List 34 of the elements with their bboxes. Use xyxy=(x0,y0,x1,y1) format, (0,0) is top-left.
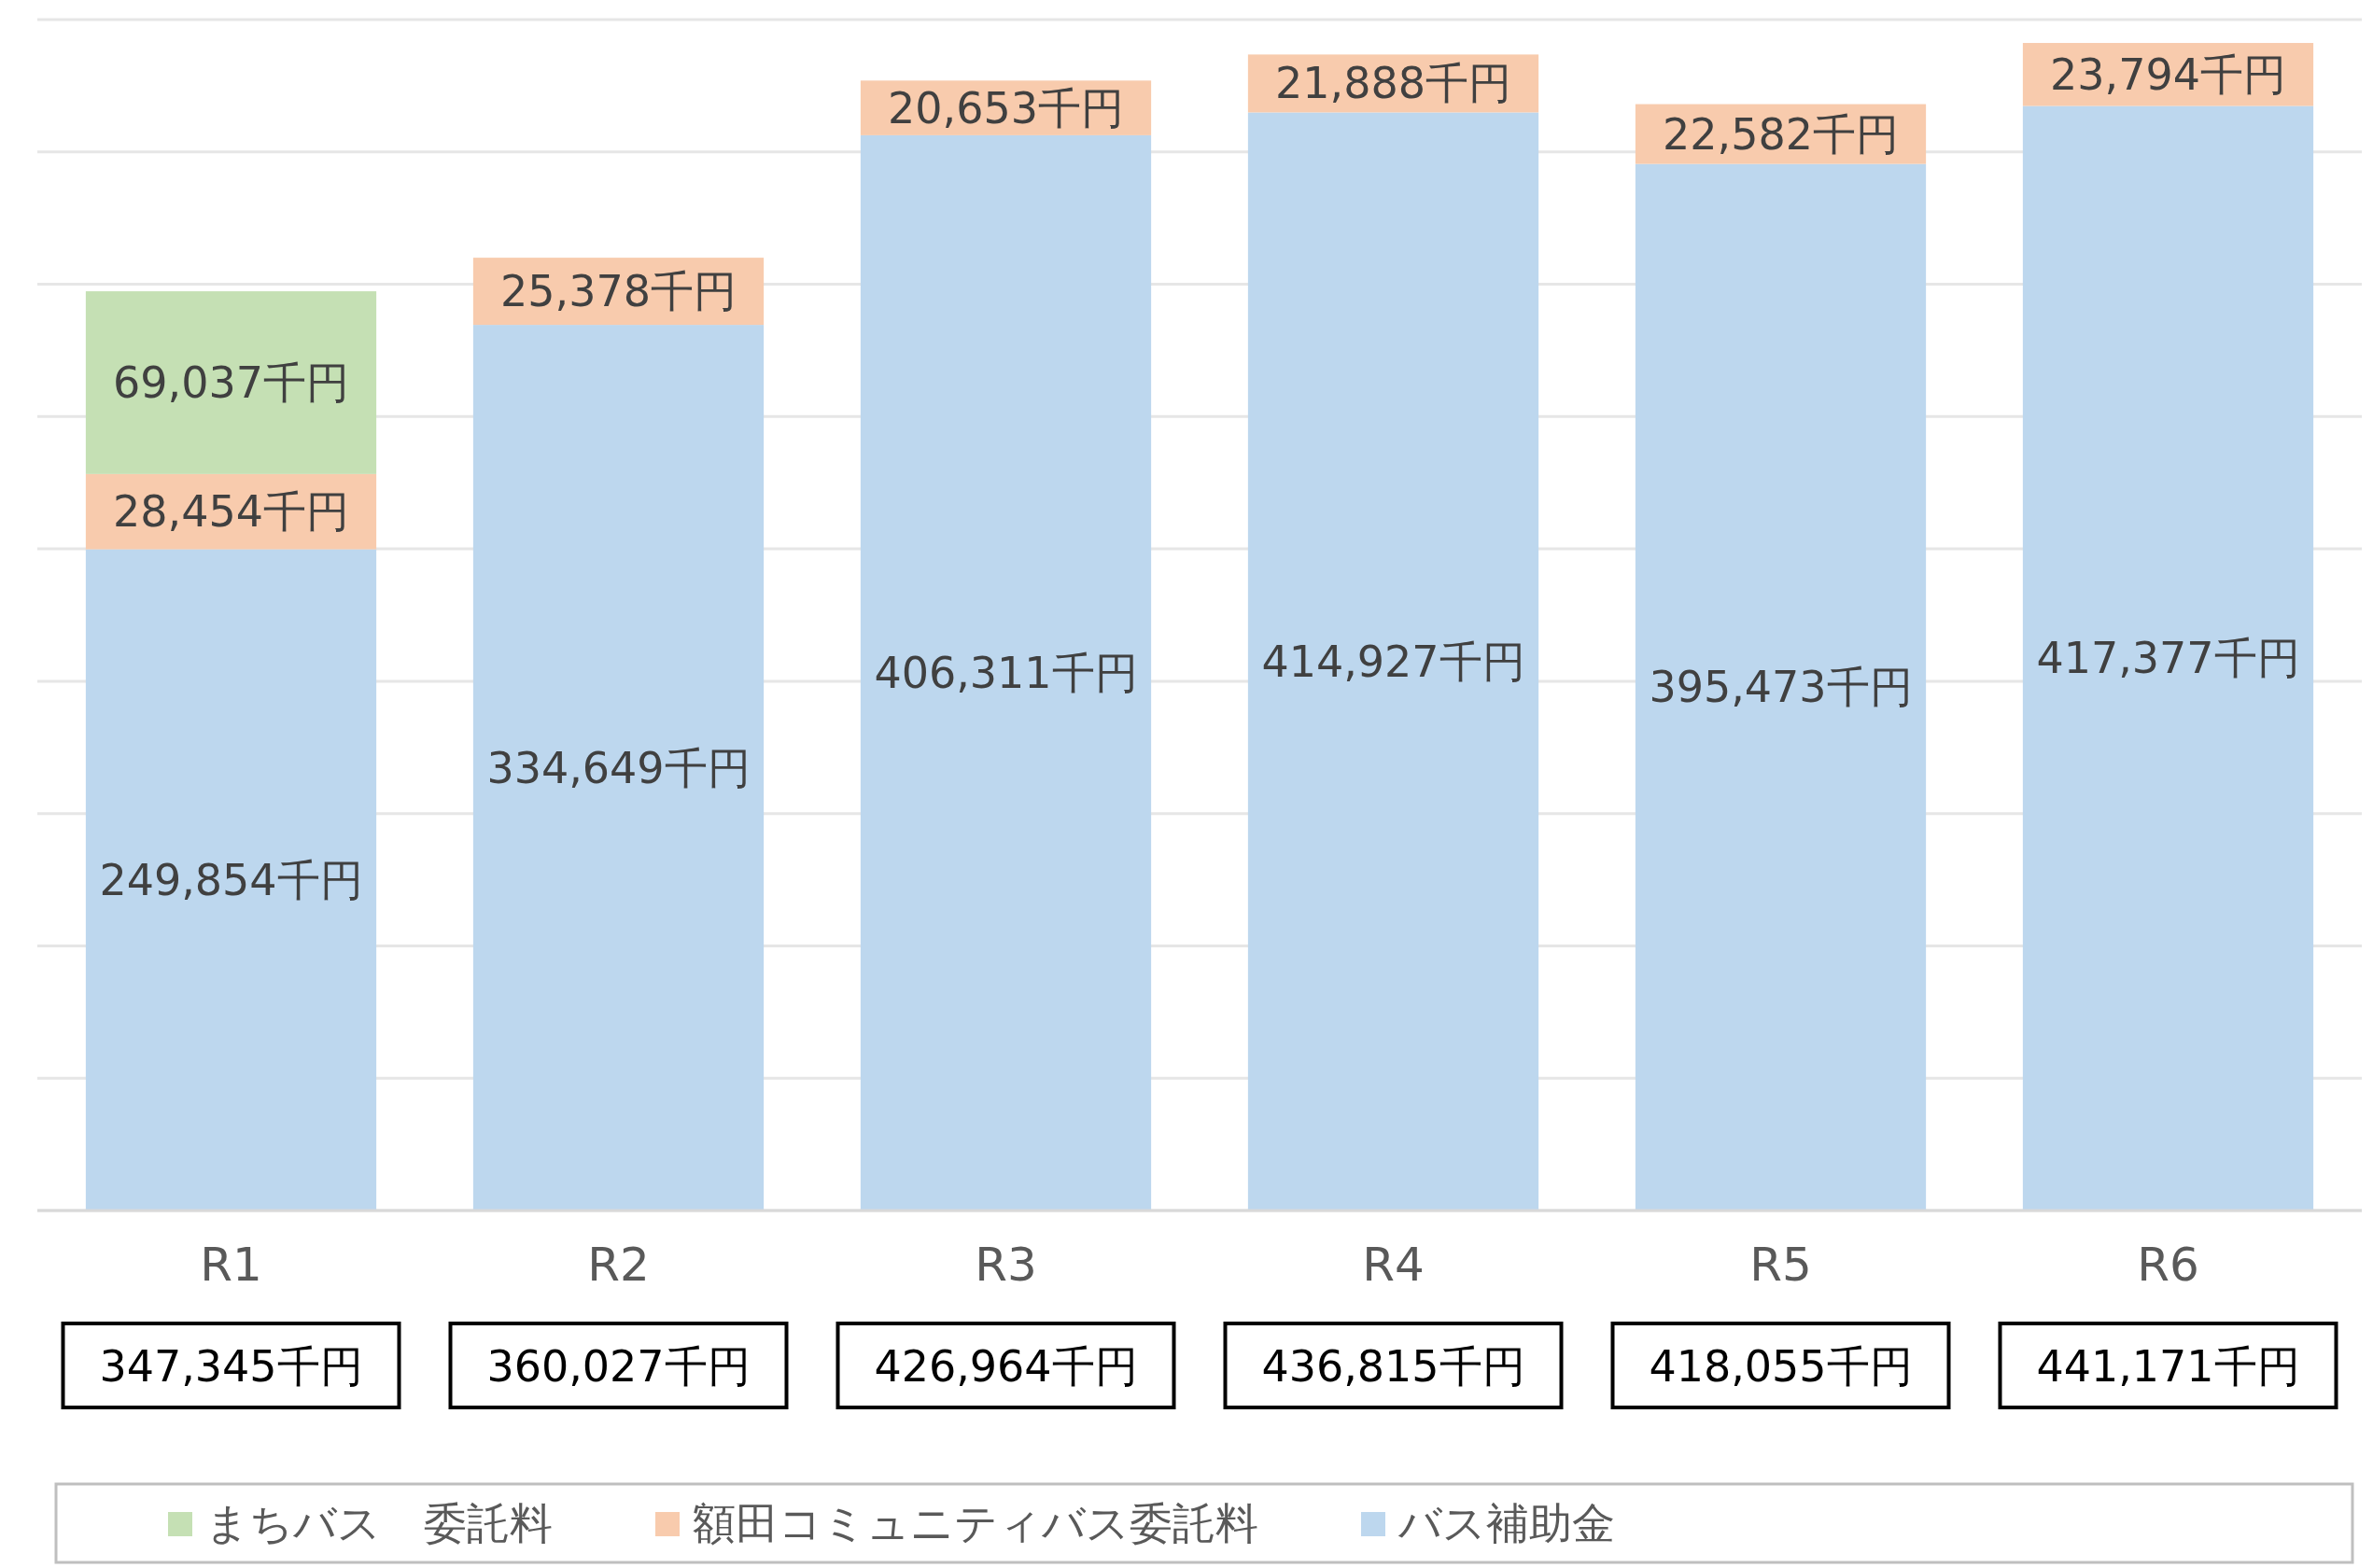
data-label: 334,649千円 xyxy=(486,742,751,793)
x-tick-label: R6 xyxy=(2137,1238,2199,1292)
data-label: 249,854千円 xyxy=(99,854,363,905)
bar xyxy=(1247,112,1539,1211)
x-tick-label: R1 xyxy=(200,1238,262,1292)
bar xyxy=(85,549,377,1211)
data-label: 25,378千円 xyxy=(500,266,737,317)
data-label: 417,377千円 xyxy=(2036,633,2300,684)
x-tick-label: R3 xyxy=(975,1238,1037,1292)
legend-label: 額田コミュニティバス委託料 xyxy=(693,1498,1258,1548)
total-label: 418,055千円 xyxy=(1649,1341,1913,1392)
x-tick-label: R5 xyxy=(1749,1238,1812,1292)
data-label: 23,794千円 xyxy=(2050,49,2286,100)
bar xyxy=(860,134,1152,1211)
data-label: 28,454千円 xyxy=(113,486,349,538)
x-tick-label: R4 xyxy=(1362,1238,1425,1292)
bar xyxy=(1635,163,1927,1211)
data-label: 20,653千円 xyxy=(888,82,1124,133)
data-label: 69,037千円 xyxy=(113,357,349,408)
total-label: 441,171千円 xyxy=(2036,1341,2300,1392)
legend-label: まちバス 委託料 xyxy=(205,1498,553,1548)
data-label: 21,888千円 xyxy=(1275,58,1511,109)
bar xyxy=(2022,105,2314,1211)
data-label: 395,473千円 xyxy=(1649,662,1913,713)
x-tick-label: R2 xyxy=(587,1238,650,1292)
total-label: 426,964千円 xyxy=(874,1341,1138,1392)
legend-label: バス補助金 xyxy=(1397,1498,1615,1548)
data-label: 406,311千円 xyxy=(874,647,1138,698)
total-label: 436,815千円 xyxy=(1261,1341,1525,1392)
total-label: 347,345千円 xyxy=(99,1341,363,1392)
data-label: 414,927千円 xyxy=(1261,636,1525,687)
total-label: 360,027千円 xyxy=(486,1341,751,1392)
data-label: 22,582千円 xyxy=(1663,108,1899,160)
bar xyxy=(472,325,765,1211)
